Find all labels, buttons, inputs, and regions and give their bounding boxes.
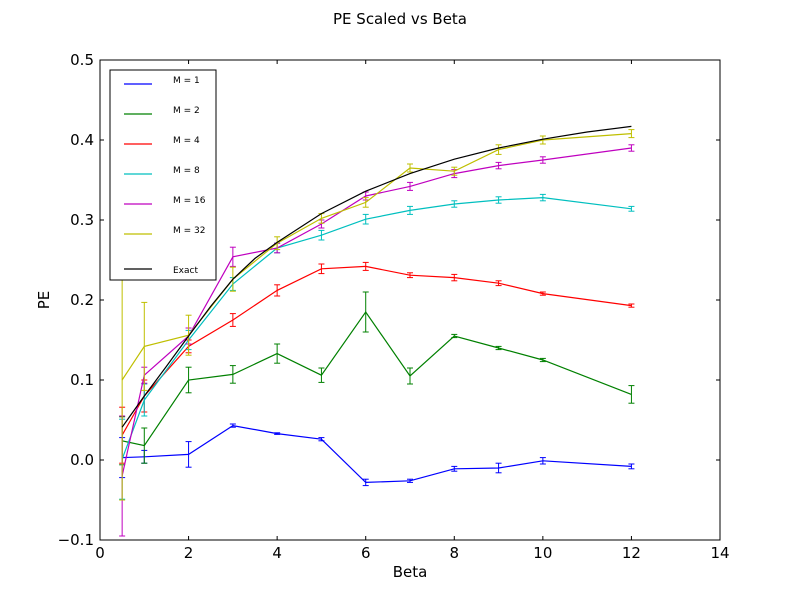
- x-tick-label: 8: [450, 544, 460, 562]
- x-tick-label: 12: [622, 544, 641, 562]
- chart-title: PE Scaled vs Beta: [333, 10, 467, 28]
- x-tick-label: 2: [184, 544, 194, 562]
- series-line: [122, 424, 632, 484]
- y-tick-label: 0.4: [70, 131, 94, 149]
- x-tick-label: 10: [533, 544, 552, 562]
- legend-label: M = 16: [173, 196, 206, 206]
- series-m-2: [119, 291, 635, 466]
- series-m-32: [119, 129, 635, 501]
- y-tick-label: −0.1: [58, 531, 94, 549]
- x-tick-label: 6: [361, 544, 371, 562]
- y-axis-label: PE: [35, 291, 53, 310]
- series-line: [121, 265, 632, 436]
- legend-box: [109, 69, 217, 281]
- legend: M = 1 M = 2 M = 4 M = 8 M = 16 M = 32 Exact: [109, 69, 217, 281]
- series-line: [121, 133, 632, 381]
- x-tick-label: 0: [95, 544, 105, 562]
- series-m-1: [119, 423, 635, 487]
- x-tick-label: 14: [710, 544, 729, 562]
- plot-area: 0 2 4 6 8 10 12 14 −0.1 0.0 0.1 0.2 0.3 0.4 0.5: [58, 51, 730, 562]
- legend-label: Exact: [173, 266, 198, 276]
- legend-label: M = 32: [173, 226, 205, 236]
- y-tick-label: 0.5: [70, 51, 94, 69]
- y-tick-label: 0.3: [70, 211, 94, 229]
- series-line: [121, 125, 632, 428]
- series-line: [121, 310, 632, 447]
- legend-label: M = 4: [173, 136, 200, 146]
- y-tick-label: 0.0: [70, 451, 94, 469]
- series-line: [121, 196, 632, 460]
- legend-label: M = 2: [173, 106, 200, 116]
- y-tick-label: 0.2: [70, 291, 94, 309]
- x-tick-label: 4: [272, 544, 282, 562]
- x-axis-label: Beta: [393, 563, 428, 581]
- legend-label: M = 8: [173, 166, 200, 176]
- legend-label: M = 1: [173, 76, 200, 86]
- y-tick-label: 0.1: [70, 371, 94, 389]
- series-exact: [121, 125, 632, 428]
